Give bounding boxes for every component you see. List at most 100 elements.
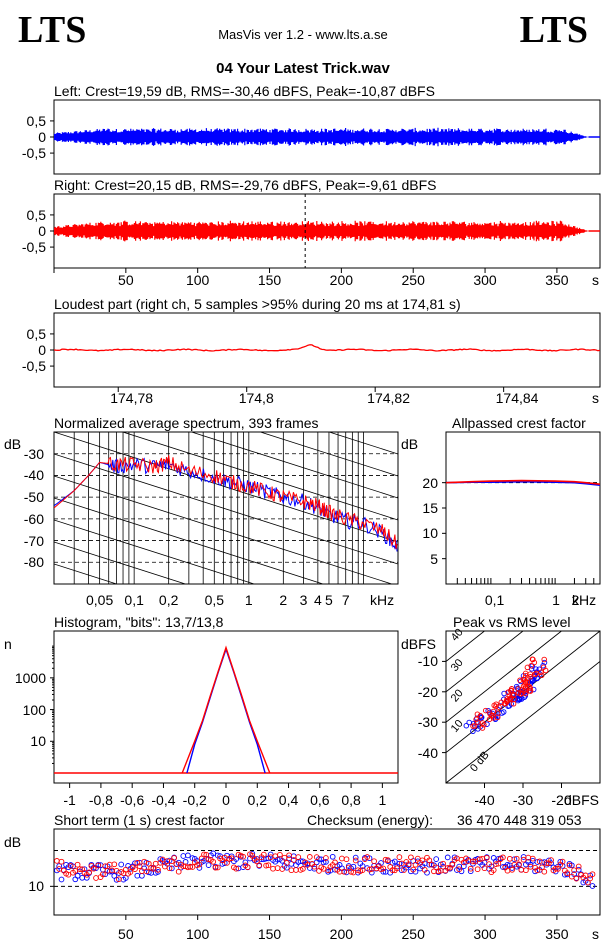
spectrum-xtick-label: 4 (313, 592, 322, 608)
spectrum-yunit: dB (4, 436, 22, 452)
crest-short-point (523, 867, 529, 874)
right-wave-xtick-label: 100 (185, 272, 210, 288)
crest-short-point (263, 862, 269, 869)
histogram-xtick-label: -0,2 (182, 792, 207, 808)
crest-short-yunit: dB (4, 834, 22, 850)
spectrum-ytick-label: -80 (23, 554, 44, 571)
peak-rms-point (479, 720, 486, 726)
crest-short-point (320, 859, 327, 866)
crest-short-point (113, 876, 120, 883)
crest-short-point (398, 867, 405, 874)
spectrum-ytick-label: -60 (23, 510, 44, 527)
peak-rms-point (501, 700, 508, 707)
crest-short-point (171, 855, 177, 861)
spectrum-frame (53, 431, 399, 585)
crest-short-point (256, 862, 263, 869)
right-wave-ytick-label: -0,5 (21, 239, 46, 256)
right-wave-xtick-label: 50 (118, 272, 134, 288)
crest-short-point (483, 854, 490, 861)
histogram-xtick-label: 0 (222, 792, 230, 808)
spectrum-xtick-label: 0,1 (124, 592, 144, 608)
crest-short-point (589, 871, 596, 878)
histogram-yunit: n (4, 636, 12, 652)
histogram-xtick-label: -0,8 (88, 792, 113, 808)
peak-rms-point (470, 723, 476, 729)
crest-short-point (214, 864, 221, 871)
loudest-signal (54, 344, 600, 352)
crest-short-point (481, 865, 488, 872)
crest-short-point (408, 854, 414, 861)
crest-short-point (568, 862, 575, 869)
crest-short-point (93, 875, 99, 881)
crest-short-point (348, 868, 354, 875)
crest-short-point (559, 858, 566, 865)
crest-short-point (77, 866, 83, 872)
histogram-frame (53, 630, 399, 784)
crest-short-point (378, 866, 384, 873)
crest-short-point (440, 860, 446, 867)
crest-short-point (111, 861, 118, 868)
crest-short-point (313, 854, 320, 860)
crest-short-point (141, 858, 148, 865)
crest-short-point (122, 875, 129, 881)
crest-short-point (83, 874, 90, 881)
crest-short-point (277, 851, 283, 858)
crest-short-point (345, 864, 352, 871)
crest-short-point (500, 854, 506, 861)
crest-short-point (339, 855, 345, 862)
crest-short-point (56, 863, 63, 869)
spectrum-slope (259, 432, 398, 477)
crest-short-point (506, 855, 513, 862)
spectrum-xtick-label: 0,2 (158, 592, 179, 608)
crest-short-xtick-label: 200 (329, 926, 354, 942)
crest-short-point (350, 869, 357, 876)
peak-rms-point (531, 659, 538, 666)
peak-rms-crest-label: 30 (449, 657, 466, 674)
peak-rms-point (478, 714, 485, 721)
crest-short-point (467, 868, 474, 875)
crest-short-point (555, 866, 561, 872)
peak-rms-point (474, 719, 481, 725)
crest-short-xtick-label: 100 (185, 926, 210, 942)
crest-short-point (371, 858, 377, 865)
spectrum-slope (121, 432, 398, 521)
right-wave-xtick-label: 250 (401, 272, 425, 288)
histogram-xtick-label: -0,4 (151, 792, 176, 808)
crest-short-point (329, 853, 336, 860)
peak-rms-ytick-label: -30 (417, 714, 438, 731)
crest-short-point (444, 854, 451, 861)
crest-short-point (421, 866, 428, 873)
crest-short-point (242, 859, 249, 866)
crest-short-point (401, 867, 407, 873)
loudest-ytick-label: 0,5 (26, 325, 46, 342)
file-name: 04 Your Latest Trick.wav (216, 60, 390, 77)
peak-rms-point (518, 696, 525, 702)
histogram-ytick-label: 1000 (14, 669, 46, 686)
allpass-ytick-label: 20 (422, 474, 438, 491)
crest-short-point (136, 863, 143, 869)
loudest-xunit: s (592, 390, 599, 406)
crest-short-point (187, 864, 194, 870)
allpass-yunit: dB (401, 436, 419, 452)
crest-short-point (244, 864, 251, 870)
right-wave-xtick-label: 200 (329, 272, 354, 288)
crest-short-point (201, 851, 207, 858)
crest-short-point (300, 866, 306, 872)
spectrum-slope (54, 674, 398, 784)
crest-short-point (405, 861, 412, 868)
crest-short-point (509, 866, 515, 873)
crest-short-point (435, 868, 442, 875)
crest-short-point (467, 865, 474, 872)
left-wave-ytick-label: 0,5 (26, 112, 46, 129)
right-wave-signal (54, 220, 589, 242)
crest-short-point (516, 861, 522, 868)
crest-short-point (79, 874, 86, 881)
spectrum-slope (396, 432, 398, 433)
peak-rms-crest-label: 10 (449, 718, 466, 735)
histogram-xtick-label: 0,4 (278, 792, 299, 808)
crest-short-point (203, 851, 210, 858)
crest-short-point (490, 867, 497, 873)
spectrum-xtick-label: 0,05 (86, 592, 114, 608)
crest-short-point (460, 863, 467, 870)
